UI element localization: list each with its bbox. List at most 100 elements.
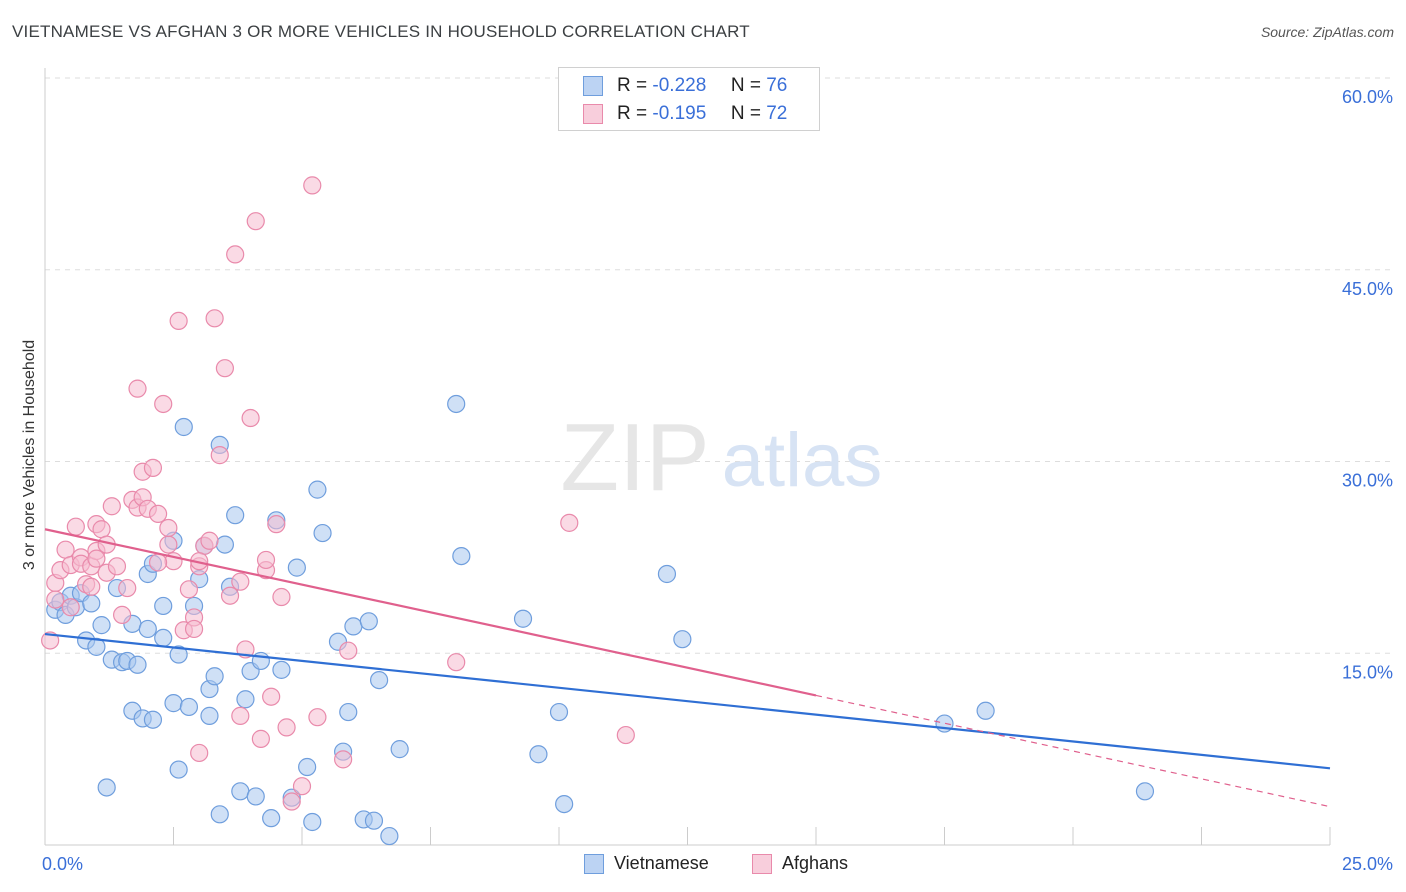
vietnamese-point: [298, 757, 317, 777]
afghans-trend-line: [44, 528, 817, 697]
vietnamese-point: [529, 745, 548, 764]
vietnamese-point: [452, 546, 471, 566]
afghans-point: [231, 572, 250, 591]
vietnamese-point: [210, 805, 229, 824]
afghans-point: [231, 706, 250, 725]
afghans-point: [210, 446, 229, 465]
afghans-point: [246, 212, 265, 231]
afghans-point: [256, 550, 276, 570]
vietnamese-point: [97, 778, 116, 797]
vietnamese-point: [246, 787, 265, 806]
afghans-point: [154, 394, 173, 414]
trend-lines: [44, 528, 1331, 808]
afghans-point: [143, 458, 163, 477]
vietnamese-point: [169, 760, 188, 779]
bottom-legend-label-vietnamese: Vietnamese: [614, 853, 709, 873]
vietnamese-point: [976, 701, 995, 720]
vietnamese-point: [231, 782, 250, 801]
vietnamese-point: [359, 612, 378, 631]
afghans-point: [215, 359, 234, 378]
afghans-point: [148, 504, 168, 524]
afghans-point: [282, 792, 301, 811]
bottom-legend-swatch-vietnamese: [584, 854, 604, 874]
axis-layer: [44, 68, 1331, 846]
vietnamese-point: [549, 702, 569, 722]
vietnamese-point: [370, 670, 389, 690]
vietnamese-point: [287, 558, 306, 577]
afghans-point: [159, 518, 178, 538]
vietnamese-point: [200, 706, 219, 725]
legend-n-label: N =: [730, 75, 761, 96]
vietnamese-point: [1135, 782, 1155, 801]
vietnamese-point: [673, 630, 692, 649]
y-tick-label: 45.0%: [1342, 279, 1393, 299]
vietnamese-point: [205, 667, 224, 686]
vietnamese-point: [169, 645, 188, 664]
y-tick-label: 30.0%: [1342, 471, 1393, 491]
afghans-point: [200, 531, 219, 550]
vietnamese-point: [138, 619, 157, 639]
afghans-point: [169, 311, 188, 330]
afghans-point: [560, 513, 579, 532]
afghans-point: [41, 631, 60, 650]
afghans-point: [308, 708, 327, 727]
afghans-point: [128, 379, 147, 398]
legend-swatch-afghans: [583, 104, 603, 124]
chart-title: VIETNAMESE VS AFGHAN 3 OR MORE VEHICLES …: [12, 22, 750, 41]
vietnamese-point: [303, 812, 322, 832]
bottom-legend-label-afghans: Afghans: [782, 853, 849, 873]
afghans-point: [82, 577, 101, 596]
afghans-point: [66, 517, 85, 536]
afghans-point: [112, 605, 132, 625]
afghans-point: [616, 725, 635, 745]
afghans-point: [118, 578, 137, 598]
afghans-point: [339, 641, 358, 660]
vietnamese-point: [143, 710, 163, 729]
afghans-point: [92, 520, 111, 539]
afghans-point: [159, 535, 178, 554]
vietnamese-point: [272, 660, 291, 679]
afghans-point: [184, 619, 204, 639]
vietnamese-point: [236, 690, 255, 709]
afghans-point: [447, 653, 466, 672]
vietnamese-point: [555, 794, 574, 814]
afghans-point: [179, 580, 199, 599]
afghans-point: [205, 309, 224, 328]
vietnamese-point: [313, 523, 332, 543]
source-credit: Source: ZipAtlas.com: [1260, 24, 1394, 40]
vietnamese-point: [215, 535, 234, 554]
y-tick-label: 60.0%: [1342, 87, 1393, 107]
legend-r-label: R =: [617, 75, 648, 96]
vietnamese-point: [154, 596, 173, 616]
vietnamese-point: [390, 740, 409, 759]
watermark-zip: ZIP: [560, 404, 709, 511]
legend-swatch-vietnamese: [583, 76, 603, 96]
legend-r-value-vietnamese: -0.228: [652, 75, 707, 96]
afghans-point: [190, 743, 209, 763]
afghans-point: [107, 557, 127, 576]
afghans-point: [267, 515, 286, 534]
bottom-legend-swatch-afghans: [752, 854, 772, 874]
afghans-point: [87, 549, 106, 568]
vietnamese-point: [154, 628, 173, 648]
vietnamese-point: [447, 394, 466, 414]
afghans-point: [262, 687, 281, 706]
watermark-atlas: atlas: [722, 418, 883, 503]
legend-r-value-afghans: -0.195: [652, 103, 707, 124]
afghans-point: [46, 590, 65, 609]
vietnamese-point: [82, 594, 101, 613]
grid-layer: [45, 77, 1392, 654]
afghans-point: [303, 176, 322, 195]
afghans-point: [277, 718, 296, 737]
vietnamese-point: [164, 694, 183, 713]
afghans-point: [102, 497, 121, 516]
vietnamese-point: [339, 702, 358, 722]
vietnamese-point: [179, 697, 199, 717]
legend-n-value-vietnamese: 76: [766, 75, 788, 96]
afghans-point: [251, 729, 270, 748]
afghans-point: [148, 553, 168, 572]
vietnamese-point: [344, 617, 363, 636]
afghans-point: [334, 750, 353, 769]
y-tick-label: 15.0%: [1342, 662, 1393, 682]
